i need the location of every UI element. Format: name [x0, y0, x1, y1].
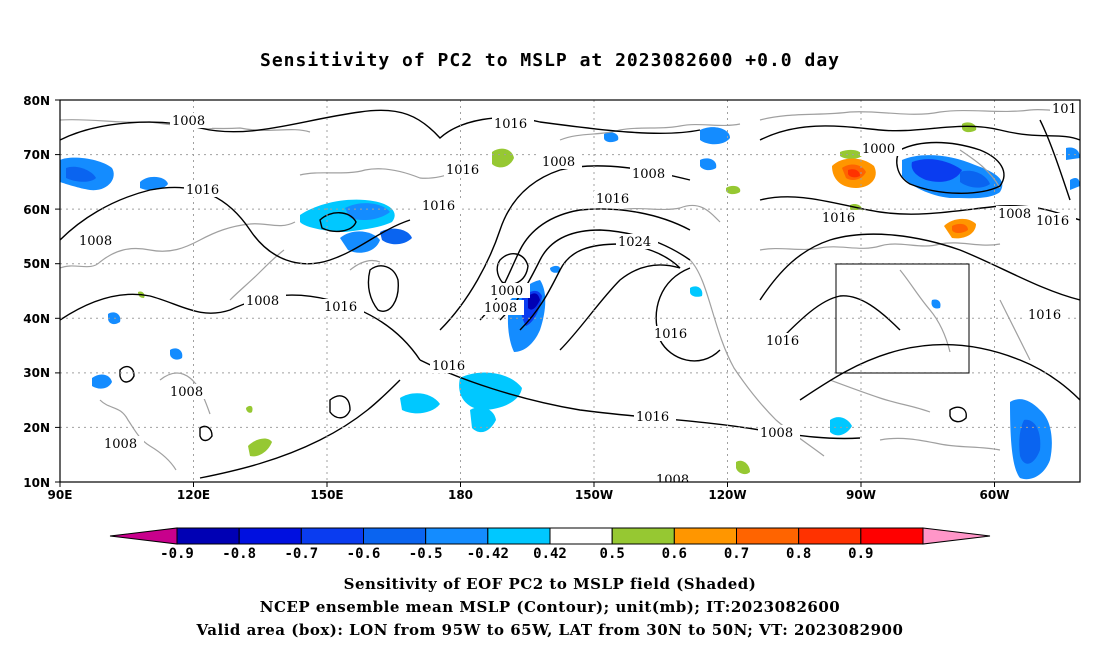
- colorbar-swatch: [611, 527, 675, 545]
- map-title: Sensitivity of PC2 to MSLP at 2023082600…: [259, 50, 840, 71]
- colorbar-tick-label: -0.42: [467, 546, 509, 562]
- colorbar-swatch: [238, 527, 302, 545]
- contour-label-1008-h: 1008: [104, 437, 137, 452]
- contour-label-1008-b: 1008: [79, 234, 112, 249]
- lat-tick-70n: 70N: [23, 148, 50, 162]
- contour-label-1016-e: 1016: [596, 192, 629, 207]
- lon-tick-90e: 90E: [48, 488, 73, 502]
- colorbar-swatch: [487, 527, 551, 545]
- lon-tick-180: 180: [448, 488, 473, 502]
- colorbar-tick-label: -0.9: [160, 546, 194, 562]
- contour-label-1008-a: 1008: [172, 114, 205, 129]
- colorbar-swatch: [176, 527, 240, 545]
- colorbar-triangle-high: [922, 527, 991, 545]
- lon-tick-120e: 120E: [177, 488, 210, 502]
- colorbar-swatch: [860, 527, 924, 545]
- contour-label-1008-d: 1008: [632, 167, 665, 182]
- caption-contour: NCEP ensemble mean MSLP (Contour); unit(…: [259, 598, 841, 616]
- lat-tick-10n: 10N: [23, 476, 50, 490]
- lat-tick-60n: 60N: [23, 203, 50, 217]
- contour-label-1016-d: 1016: [422, 199, 455, 214]
- colorbar-tick-label: 0.6: [662, 546, 687, 562]
- colorbar-tick-label: 0.5: [600, 546, 625, 562]
- lon-tick-150e: 150E: [310, 488, 343, 502]
- lon-tick-150w: 150W: [575, 488, 613, 502]
- contour-label-1008-c: 1008: [542, 155, 575, 170]
- lat-tick-20n: 20N: [23, 421, 50, 435]
- shading-layer: [60, 122, 1080, 480]
- caption-valid-area: Valid area (box): LON from 95W to 65W, L…: [196, 621, 904, 639]
- colorbar-swatch: [549, 527, 613, 545]
- colorbar-swatch: [736, 527, 800, 545]
- contour-label-1000-b: 1000: [862, 142, 895, 157]
- lat-tick-80n: 80N: [23, 94, 50, 108]
- lon-tick-90w: 90W: [846, 488, 876, 502]
- contour-label-1024: 1024: [618, 235, 651, 250]
- contour-label-1016-a: 1016: [186, 183, 219, 198]
- contour-label-1008-k: 1008: [656, 473, 689, 488]
- colorbar-tick-label: 0.9: [848, 546, 873, 562]
- colorbar-tick-label: -0.7: [284, 546, 318, 562]
- contour-label-1016-m: 1016: [1028, 308, 1061, 323]
- colorbar: [109, 527, 991, 545]
- contour-label-1008-f: 1008: [484, 301, 517, 316]
- colorbar-triangle-low: [109, 527, 178, 545]
- contour-label-1016-k: 1016: [1036, 214, 1069, 229]
- colorbar-tick-label: 0.8: [786, 546, 811, 562]
- contour-label-1016-l: 1016: [766, 334, 799, 349]
- contour-label-1008-g: 1008: [170, 385, 203, 400]
- contour-label-1016-g: 1016: [654, 327, 687, 342]
- contour-label-1016-i: 1016: [636, 410, 669, 425]
- contour-label-1016-c: 1016: [446, 163, 479, 178]
- contour-label-1008-e: 1008: [246, 294, 279, 309]
- colorbar-swatch: [300, 527, 365, 545]
- lat-axis: [55, 99, 60, 483]
- colorbar-swatch: [673, 527, 737, 545]
- plot-frame: [59, 99, 1081, 483]
- colorbar-tick-label: -0.5: [409, 546, 443, 562]
- colorbar-tick-label: -0.8: [222, 546, 256, 562]
- lat-tick-30n: 30N: [23, 366, 50, 380]
- colorbar-tick-label: 0.42: [533, 546, 567, 562]
- contour-label-1016-h: 1016: [432, 359, 465, 374]
- colorbar-labels: -0.9 -0.8 -0.7 -0.6 -0.5 -0.42 0.42 0.5 0.6 0.7 0.…: [160, 546, 873, 562]
- colorbar-tick-label: -0.6: [347, 546, 381, 562]
- colorbar-swatch: [798, 527, 862, 545]
- contour-label-1008-j: 1008: [760, 426, 793, 441]
- contour-label-1016-j: 1016: [822, 211, 855, 226]
- shade-pos-green-1: [492, 148, 514, 168]
- contour-label-101-edge: 101: [1052, 102, 1077, 117]
- valid-area-box: [835, 263, 970, 374]
- contour-label-1016-b: 1016: [494, 117, 527, 132]
- lat-tick-40n: 40N: [23, 312, 50, 326]
- lon-axis: [59, 482, 995, 487]
- caption-shaded: Sensitivity of EOF PC2 to MSLP field (Sh…: [343, 575, 757, 593]
- colorbar-swatch: [425, 527, 489, 545]
- contour-label-1008-i: 1008: [998, 207, 1031, 222]
- colorbar-swatch: [363, 527, 427, 545]
- lat-tick-50n: 50N: [23, 257, 50, 271]
- contour-labels: 1008 1016 1008 1016 1008 1016 1016 1008 …: [77, 101, 1080, 488]
- contour-label-1016-f: 1016: [324, 300, 357, 315]
- colorbar-tick-label: 0.7: [724, 546, 749, 562]
- lon-tick-120w: 120W: [708, 488, 746, 502]
- contour-label-1000-a: 1000: [490, 284, 523, 299]
- lon-tick-60w: 60W: [980, 488, 1010, 502]
